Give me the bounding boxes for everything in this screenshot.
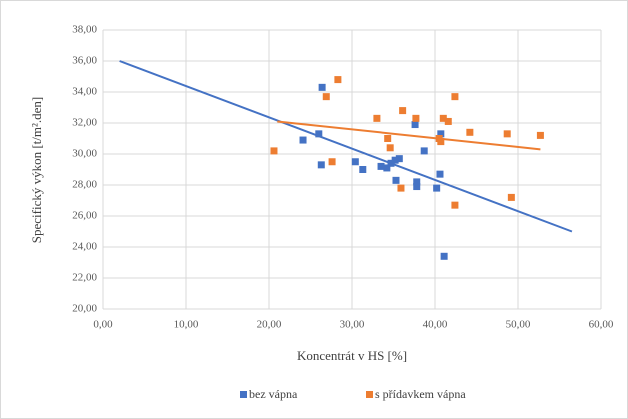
point (384, 135, 392, 142)
point (395, 155, 403, 163)
point (391, 156, 399, 164)
point (413, 178, 421, 186)
point (377, 162, 385, 170)
x-tick-label: 10,00 (174, 319, 199, 331)
point (317, 161, 325, 169)
point (397, 184, 405, 192)
point (299, 136, 307, 144)
point (315, 130, 323, 138)
point (466, 128, 474, 136)
point (373, 114, 381, 122)
point (359, 166, 367, 173)
point (399, 107, 407, 115)
point (420, 147, 428, 155)
point (451, 93, 459, 101)
point (386, 144, 394, 152)
legend-swatch (240, 391, 247, 398)
point (328, 158, 336, 166)
y-tick-label: 24,00 (72, 241, 97, 253)
y-tick-label: 30,00 (72, 148, 97, 160)
y-tick-label: 22,00 (72, 272, 97, 284)
x-tick-label: 40,00 (423, 319, 448, 331)
point (413, 183, 421, 191)
point (536, 131, 544, 139)
trend-line (119, 60, 573, 233)
y-tick-label: 26,00 (72, 210, 97, 222)
point (322, 93, 330, 101)
y-tick-label: 38,00 (72, 24, 97, 36)
legend-text: s přídavkem vápna (375, 387, 466, 401)
point (439, 114, 447, 122)
point (411, 121, 419, 129)
y-tick-label: 32,00 (72, 117, 97, 129)
x-tick-label: 60,00 (589, 319, 614, 331)
point (270, 147, 278, 155)
point (351, 158, 359, 166)
point (451, 201, 459, 209)
point (318, 83, 326, 91)
legend-text: bez vápna (249, 387, 298, 401)
point (334, 76, 342, 84)
point (437, 130, 445, 138)
x-axis-title: Koncentrát v HS [%] (297, 348, 407, 363)
point (433, 184, 441, 192)
x-tick-label: 0,00 (93, 319, 113, 331)
point (392, 176, 400, 184)
y-axis-title: Specifický výkon [t/m².den] (29, 97, 44, 244)
y-tick-label: 36,00 (72, 55, 97, 67)
point (444, 117, 452, 125)
x-tick-label: 30,00 (340, 319, 365, 331)
point (507, 193, 515, 201)
point (436, 170, 444, 178)
legend-swatch (366, 391, 373, 398)
trend-line (277, 120, 541, 151)
point (387, 159, 395, 167)
point (437, 138, 445, 146)
x-tick-label: 50,00 (506, 319, 531, 331)
x-tick-label: 20,00 (257, 319, 282, 331)
y-tick-label: 20,00 (72, 303, 97, 315)
point (383, 164, 391, 172)
point (440, 252, 448, 260)
y-tick-label: 34,00 (72, 86, 97, 98)
point (412, 114, 420, 122)
point (503, 130, 511, 138)
y-tick-label: 28,00 (72, 179, 97, 191)
